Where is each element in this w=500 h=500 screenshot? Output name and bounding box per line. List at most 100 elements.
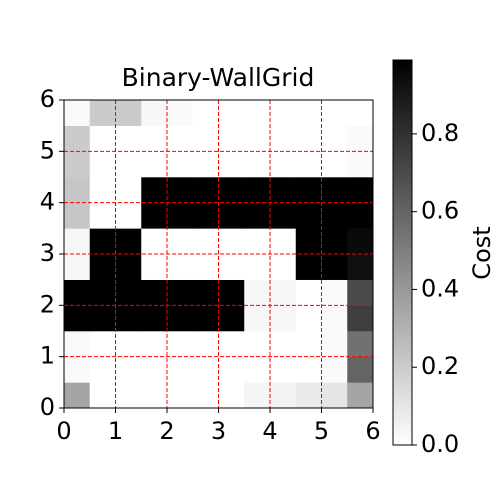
heatmap-cell bbox=[115, 279, 142, 306]
heatmap-cell bbox=[295, 228, 322, 255]
heatmap-cell bbox=[141, 279, 168, 306]
heatmap-cell bbox=[115, 125, 142, 152]
y-tick-label: 6 bbox=[40, 85, 55, 113]
heatmap-cell bbox=[141, 202, 168, 229]
heatmap-cell bbox=[167, 331, 194, 357]
heatmap-cell bbox=[141, 305, 168, 332]
heatmap-cell bbox=[141, 254, 168, 280]
heatmap-cell bbox=[64, 100, 91, 126]
y-tick-label: 1 bbox=[40, 342, 55, 370]
colorbar-tick-label: 0.2 bbox=[421, 352, 459, 380]
heatmap-cell bbox=[295, 305, 322, 332]
heatmap-cell bbox=[270, 331, 297, 357]
heatmap-cell bbox=[321, 356, 348, 383]
heatmap-cell bbox=[141, 228, 168, 255]
heatmap-cell bbox=[321, 202, 348, 229]
heatmap-cell bbox=[270, 279, 297, 306]
heatmap-cell bbox=[244, 382, 271, 409]
heatmap-cell bbox=[141, 151, 168, 178]
x-tick-label: 3 bbox=[211, 417, 226, 445]
heatmap-cell bbox=[321, 125, 348, 152]
heatmap-cell bbox=[321, 100, 348, 126]
heatmap-cell bbox=[89, 279, 116, 306]
heatmap-cell bbox=[295, 279, 322, 306]
heatmap-cell bbox=[115, 356, 142, 383]
heatmap-cell bbox=[295, 125, 322, 152]
heatmap-cell bbox=[89, 254, 116, 280]
heatmap-cell bbox=[167, 228, 194, 255]
heatmap-cell bbox=[270, 382, 297, 409]
heatmap-cell bbox=[218, 254, 245, 280]
heatmap-cell bbox=[270, 254, 297, 280]
heatmap-cell bbox=[89, 356, 116, 383]
heatmap-cell bbox=[192, 382, 219, 409]
heatmap-cell bbox=[64, 305, 91, 332]
colorbar-label: Cost bbox=[468, 226, 496, 279]
heatmap-cell bbox=[321, 305, 348, 332]
heatmap-cell bbox=[218, 331, 245, 357]
heatmap-cell bbox=[192, 305, 219, 332]
y-tick-label: 3 bbox=[40, 239, 55, 267]
heatmap-cell bbox=[347, 305, 374, 332]
heatmap-cell bbox=[347, 177, 374, 203]
heatmap-cell bbox=[244, 100, 271, 126]
heatmap-cell bbox=[141, 382, 168, 409]
heatmap-cell bbox=[64, 331, 91, 357]
heatmap-cell bbox=[192, 228, 219, 255]
heatmap-cell bbox=[167, 279, 194, 306]
heatmap-cell bbox=[167, 125, 194, 152]
x-tick-label: 2 bbox=[159, 417, 174, 445]
heatmap-cell bbox=[270, 305, 297, 332]
heatmap-cell bbox=[89, 382, 116, 409]
x-tick-label: 6 bbox=[365, 417, 380, 445]
heatmap-cell bbox=[244, 356, 271, 383]
heatmap-cell bbox=[141, 331, 168, 357]
heatmap-cell bbox=[167, 356, 194, 383]
heatmap-cell bbox=[64, 382, 91, 409]
heatmap-cell bbox=[64, 151, 91, 178]
chart-title: Binary-WallGrid bbox=[122, 63, 315, 92]
heatmap-cell bbox=[192, 151, 219, 178]
colorbar bbox=[392, 59, 413, 446]
heatmap-cell bbox=[295, 151, 322, 178]
heatmap-cell bbox=[89, 202, 116, 229]
heatmap-cell bbox=[321, 254, 348, 280]
heatmap-cell bbox=[218, 177, 245, 203]
heatmap-cell bbox=[270, 100, 297, 126]
heatmap-cell bbox=[89, 228, 116, 255]
heatmap-cell bbox=[347, 382, 374, 409]
heatmap-cell bbox=[244, 228, 271, 255]
heatmap-cell bbox=[295, 331, 322, 357]
heatmap-cell bbox=[270, 356, 297, 383]
heatmap-cell bbox=[115, 151, 142, 178]
heatmap-cell bbox=[321, 382, 348, 409]
heatmap-cell bbox=[89, 331, 116, 357]
heatmap-cell bbox=[347, 331, 374, 357]
heatmap-cell bbox=[295, 100, 322, 126]
heatmap-cell bbox=[89, 151, 116, 178]
heatmap-cell bbox=[347, 228, 374, 255]
heatmap-cell bbox=[115, 100, 142, 126]
heatmap-cell bbox=[321, 228, 348, 255]
heatmap-cell bbox=[218, 125, 245, 152]
heatmap-cell bbox=[218, 151, 245, 178]
heatmap-cell bbox=[89, 305, 116, 332]
heatmap-cell bbox=[89, 100, 116, 126]
heatmap-cell bbox=[244, 305, 271, 332]
y-tick-label: 2 bbox=[40, 290, 55, 318]
heatmap-cell bbox=[270, 202, 297, 229]
heatmap-cell bbox=[192, 331, 219, 357]
heatmap-cell bbox=[167, 151, 194, 178]
heatmap-cell bbox=[115, 228, 142, 255]
heatmap-cell bbox=[64, 177, 91, 203]
heatmap-cell bbox=[347, 356, 374, 383]
heatmap-cell bbox=[321, 177, 348, 203]
colorbar-tick-label: 0.6 bbox=[421, 197, 459, 225]
heatmap-cell bbox=[192, 100, 219, 126]
colorbar-tick-label: 0.0 bbox=[421, 430, 459, 458]
heatmap-cell bbox=[89, 125, 116, 152]
heatmap-cell bbox=[64, 202, 91, 229]
heatmap-cell bbox=[115, 382, 142, 409]
